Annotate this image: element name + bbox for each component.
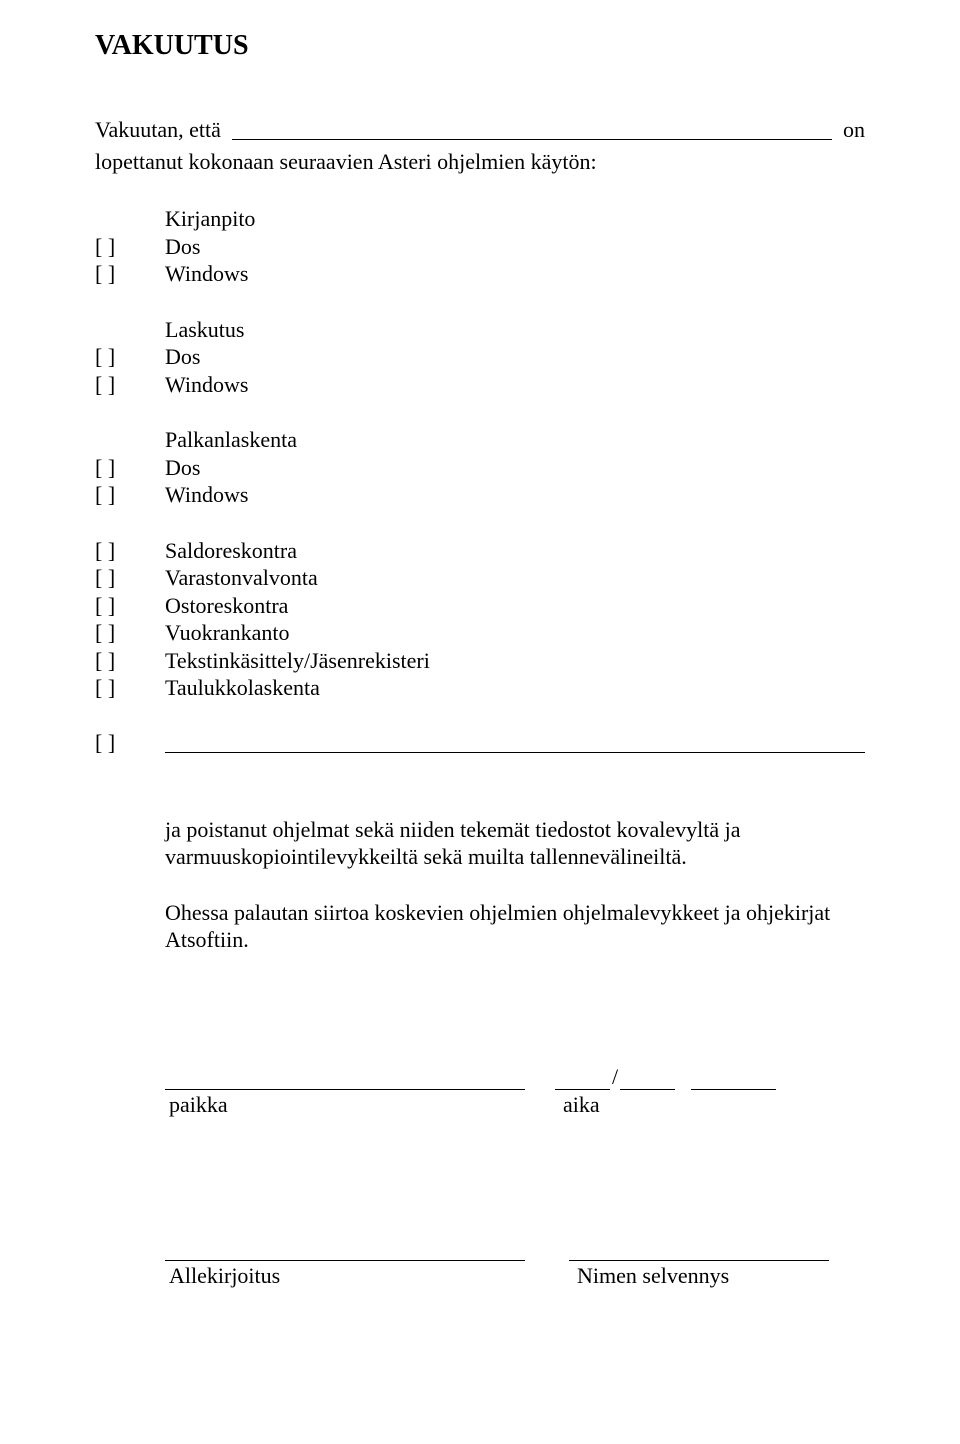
list-item: [ ] Ostoreskontra — [95, 592, 865, 620]
option-label: Dos — [165, 343, 865, 371]
list-item: [ ] Dos — [95, 233, 865, 261]
option-label: Ostoreskontra — [165, 592, 865, 620]
option-label: Vuokrankanto — [165, 619, 865, 647]
intro-label: Vakuutan, että — [95, 117, 226, 143]
list-item: [ ] Varastonvalvonta — [95, 564, 865, 592]
date-month-line[interactable] — [620, 1067, 675, 1090]
checkbox[interactable]: [ ] — [95, 260, 165, 288]
label-paikka: paikka — [165, 1092, 529, 1118]
heading: VAKUUTUS — [95, 30, 865, 62]
intro-line2: lopettanut kokonaan seuraavien Asteri oh… — [95, 149, 865, 175]
date-slash: / — [610, 1064, 620, 1090]
checkbox[interactable]: [ ] — [95, 592, 165, 620]
checkbox[interactable]: [ ] — [95, 537, 165, 565]
option-label: Windows — [165, 371, 865, 399]
date-year-line[interactable] — [691, 1067, 776, 1090]
option-label: Windows — [165, 260, 865, 288]
other-fill-line[interactable] — [165, 730, 865, 753]
checkbox[interactable]: [ ] — [95, 564, 165, 592]
checkbox[interactable]: [ ] — [95, 647, 165, 675]
checkbox[interactable]: [ ] — [95, 233, 165, 261]
list-item: [ ] Tekstinkäsittely/Jäsenrekisteri — [95, 647, 865, 675]
checkbox[interactable]: [ ] — [95, 619, 165, 647]
checkbox[interactable]: [ ] — [95, 371, 165, 399]
label-nimen-selvennys: Nimen selvennys — [573, 1263, 865, 1289]
blank-item-row: [ ] — [95, 730, 865, 756]
list-item: [ ] Windows — [95, 481, 865, 509]
signature-labels: Allekirjoitus Nimen selvennys — [165, 1263, 865, 1289]
checkbox[interactable]: [ ] — [95, 481, 165, 509]
option-label: Tekstinkäsittely/Jäsenrekisteri — [165, 647, 865, 675]
place-date-lines: / — [165, 1064, 865, 1090]
list-item: [ ] Dos — [95, 454, 865, 482]
place-line[interactable] — [165, 1067, 525, 1090]
group-palkanlaskenta: Palkanlaskenta [ ] Dos [ ] Windows — [95, 426, 865, 509]
name-fill-line[interactable] — [232, 117, 831, 140]
label-aika: aika — [559, 1092, 865, 1118]
intro-suffix: on — [838, 117, 866, 143]
group-laskutus: Laskutus [ ] Dos [ ] Windows — [95, 316, 865, 399]
list-item: [ ] Windows — [95, 260, 865, 288]
group-header: Kirjanpito — [95, 205, 865, 233]
list-item: [ ] Taulukkolaskenta — [95, 674, 865, 702]
list-item: [ ] Dos — [95, 343, 865, 371]
option-label: Varastonvalvonta — [165, 564, 865, 592]
option-label: Saldoreskontra — [165, 537, 865, 565]
option-label: Dos — [165, 454, 865, 482]
place-date-labels: paikka aika — [165, 1092, 865, 1118]
name-clarification-line[interactable] — [569, 1238, 829, 1261]
option-label: Windows — [165, 481, 865, 509]
option-label: Taulukkolaskenta — [165, 674, 865, 702]
paragraph-1: ja poistanut ohjelmat sekä niiden tekemä… — [95, 816, 865, 871]
group-flat: [ ] Saldoreskontra [ ] Varastonvalvonta … — [95, 537, 865, 702]
intro-row: Vakuutan, että on — [95, 117, 865, 143]
label-allekirjoitus: Allekirjoitus — [165, 1263, 529, 1289]
group-header: Laskutus — [95, 316, 865, 344]
group-kirjanpito: Kirjanpito [ ] Dos [ ] Windows — [95, 205, 865, 288]
checkbox[interactable]: [ ] — [95, 674, 165, 702]
signature-line[interactable] — [165, 1238, 525, 1261]
list-item: [ ] Vuokrankanto — [95, 619, 865, 647]
paragraph-2: Ohessa palautan siirtoa koskevien ohjelm… — [95, 899, 865, 954]
signature-lines — [165, 1238, 865, 1261]
signature-block: / paikka aika Allekirjoitus Nimen selven… — [95, 1064, 865, 1289]
list-item: [ ] Windows — [95, 371, 865, 399]
group-header: Palkanlaskenta — [95, 426, 865, 454]
date-day-line[interactable] — [555, 1067, 610, 1090]
list-item: [ ] Saldoreskontra — [95, 537, 865, 565]
checkbox[interactable]: [ ] — [95, 343, 165, 371]
checkbox[interactable]: [ ] — [95, 730, 165, 756]
option-label: Dos — [165, 233, 865, 261]
checkbox[interactable]: [ ] — [95, 454, 165, 482]
